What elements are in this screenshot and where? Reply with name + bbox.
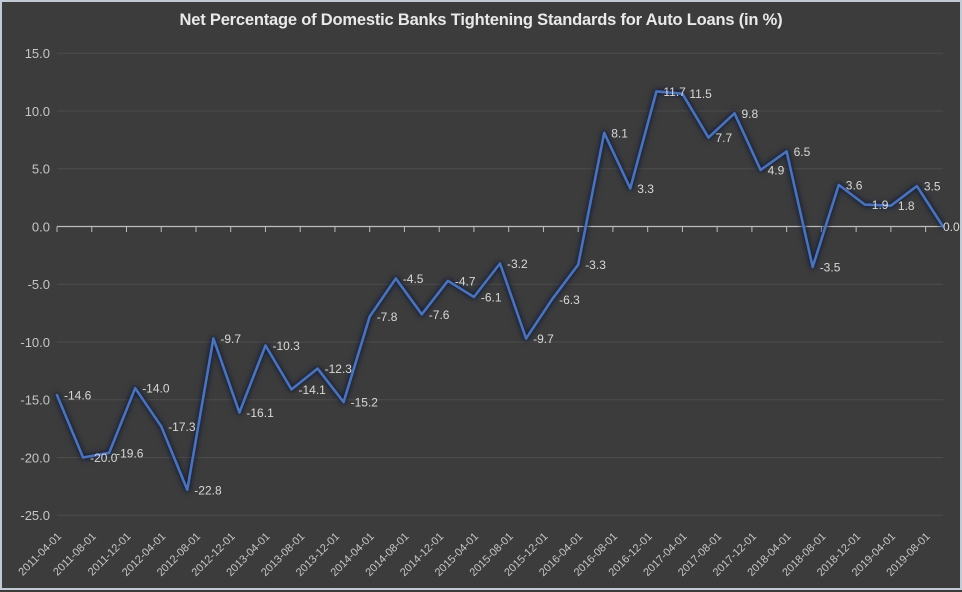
data-label: -19.6 [116, 446, 144, 460]
data-label: -9.7 [220, 332, 241, 346]
data-label: 1.8 [898, 199, 915, 213]
data-label: -7.8 [377, 310, 398, 324]
y-axis-tick-label: 5.0 [32, 162, 50, 177]
y-axis-tick-label: -15.0 [20, 393, 50, 408]
y-axis-tick-label: 15.0 [25, 46, 50, 61]
data-label: -10.3 [273, 339, 301, 353]
chart-title: Net Percentage of Domestic Banks Tighten… [179, 11, 783, 29]
y-axis-tick-label: 10.0 [25, 104, 50, 119]
data-label: 1.9 [872, 198, 889, 212]
data-label: -6.1 [481, 291, 502, 305]
data-label: 3.5 [924, 180, 941, 194]
data-label: 4.9 [768, 163, 785, 177]
data-label: 0.0 [943, 220, 960, 234]
y-axis-tick-label: 0.0 [32, 219, 50, 234]
data-label: 11.7 [663, 85, 686, 99]
data-label: -20.0 [90, 451, 118, 465]
y-axis-tick-label: -10.0 [20, 335, 50, 350]
data-label: -17.3 [168, 420, 196, 434]
data-label: -14.6 [64, 389, 92, 403]
data-label: -9.7 [533, 332, 554, 346]
y-axis-tick-label: -5.0 [28, 277, 50, 292]
data-label: -22.8 [194, 483, 222, 497]
data-label: -3.2 [507, 257, 528, 271]
data-label: -3.3 [585, 258, 606, 272]
data-label: -7.6 [429, 308, 450, 322]
data-label: -14.0 [142, 382, 170, 396]
y-axis-tick-label: -20.0 [20, 450, 50, 465]
data-label: 9.8 [742, 107, 759, 121]
data-label: 7.7 [716, 131, 733, 145]
data-label: 11.5 [689, 87, 712, 101]
data-label: -4.7 [455, 274, 476, 288]
data-label: -16.1 [246, 406, 274, 420]
data-label: 3.6 [846, 178, 863, 192]
data-label: -4.5 [403, 272, 424, 286]
series-line [55, 90, 945, 492]
y-axis-tick-label: -25.0 [20, 508, 50, 523]
data-label: -12.3 [325, 362, 353, 376]
data-label: 8.1 [611, 126, 628, 140]
data-label: 6.5 [794, 145, 811, 159]
data-label: 3.3 [637, 182, 654, 196]
data-label: -15.2 [351, 396, 379, 410]
data-label: -14.1 [299, 383, 327, 397]
data-label: -6.3 [559, 293, 580, 307]
data-label: -3.5 [820, 260, 841, 274]
